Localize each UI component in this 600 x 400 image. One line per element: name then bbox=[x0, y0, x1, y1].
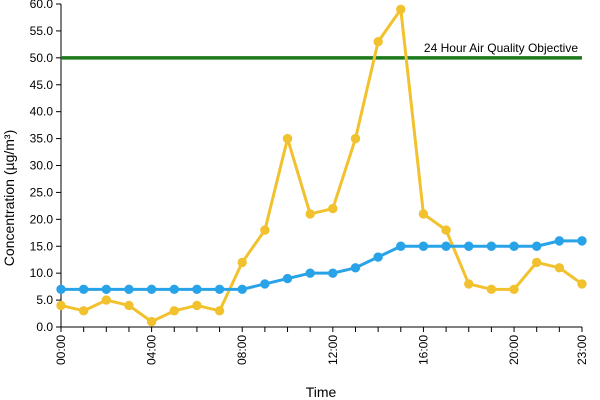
x-tick-label: 04:00 bbox=[145, 335, 159, 365]
y-tick-label: 30.0 bbox=[30, 159, 54, 173]
data-point bbox=[464, 241, 474, 251]
data-point bbox=[531, 241, 542, 251]
data-point bbox=[486, 284, 497, 295]
data-point bbox=[305, 209, 315, 219]
data-point bbox=[509, 284, 519, 295]
data-point bbox=[350, 263, 361, 273]
data-point bbox=[260, 225, 270, 235]
data-point bbox=[169, 306, 179, 316]
data-point bbox=[531, 257, 542, 268]
data-point bbox=[328, 268, 338, 278]
data-point bbox=[396, 241, 406, 251]
x-tick-label: 08:00 bbox=[235, 335, 249, 365]
data-point bbox=[328, 203, 338, 214]
data-point bbox=[192, 300, 202, 311]
data-point bbox=[214, 306, 225, 316]
x-tick-label: 12:00 bbox=[326, 335, 340, 365]
data-point bbox=[554, 263, 565, 273]
y-tick-label: 50.0 bbox=[30, 51, 54, 65]
y-tick-label: 5.0 bbox=[36, 293, 53, 307]
data-point bbox=[464, 279, 474, 289]
series-0 bbox=[56, 4, 587, 327]
data-point bbox=[56, 300, 66, 311]
data-point bbox=[214, 284, 225, 295]
series-1 bbox=[56, 236, 587, 295]
data-point bbox=[282, 273, 293, 284]
data-point bbox=[260, 279, 270, 289]
data-point bbox=[282, 133, 293, 144]
x-tick-label: 00:00 bbox=[54, 335, 68, 365]
data-point bbox=[146, 316, 157, 327]
y-tick-label: 45.0 bbox=[30, 78, 54, 92]
x-axis-title: Time bbox=[306, 384, 337, 400]
x-tick-label: 20:00 bbox=[507, 335, 521, 365]
data-point bbox=[305, 268, 315, 278]
data-point bbox=[396, 4, 406, 15]
data-point bbox=[124, 300, 134, 311]
data-point bbox=[124, 284, 134, 295]
data-point bbox=[101, 284, 112, 295]
x-tick-label: 16:00 bbox=[416, 335, 430, 365]
data-point bbox=[237, 257, 247, 268]
y-tick-label: 35.0 bbox=[30, 132, 54, 146]
y-tick-label: 25.0 bbox=[30, 185, 54, 199]
data-point bbox=[441, 225, 451, 235]
y-tick-label: 10.0 bbox=[30, 266, 54, 280]
y-tick-label: 15.0 bbox=[30, 239, 54, 253]
data-point bbox=[554, 236, 565, 246]
reference-line-label: 24 Hour Air Quality Objective bbox=[424, 41, 578, 55]
series-line bbox=[61, 239, 582, 291]
y-tick-label: 55.0 bbox=[30, 24, 54, 38]
data-point bbox=[418, 241, 429, 251]
x-tick-label: 23:00 bbox=[575, 335, 589, 365]
y-tick-label: 20.0 bbox=[30, 212, 54, 226]
reference-line-group: 24 Hour Air Quality Objective bbox=[61, 41, 582, 60]
data-point bbox=[486, 241, 497, 251]
data-point bbox=[577, 279, 587, 289]
data-point bbox=[56, 284, 66, 295]
y-tick-label: 60.0 bbox=[30, 0, 54, 11]
data-point bbox=[169, 284, 179, 295]
x-axis: 00:00 04:00 08:00 12:00 16:00 20:00 23:00 bbox=[54, 326, 589, 365]
y-tick-label: 40.0 bbox=[30, 105, 54, 119]
y-tick-label: 0.0 bbox=[36, 320, 53, 334]
data-point bbox=[192, 284, 202, 295]
data-point bbox=[78, 284, 89, 295]
data-point bbox=[509, 241, 519, 251]
data-point bbox=[350, 133, 361, 144]
data-point bbox=[78, 306, 89, 316]
y-axis: 0.0 5.0 10.0 15.0 20.0 25.0 30.0 35.0 40.0 45.0 50… bbox=[30, 0, 62, 334]
data-point bbox=[577, 236, 587, 246]
series-layer bbox=[56, 4, 587, 327]
data-point bbox=[101, 295, 112, 305]
y-axis-title: Concentration (µg/m³) bbox=[1, 130, 17, 266]
data-point bbox=[441, 241, 451, 251]
data-point bbox=[418, 209, 429, 219]
data-point bbox=[373, 36, 383, 47]
data-point bbox=[237, 284, 247, 295]
data-point bbox=[146, 284, 157, 295]
data-point bbox=[373, 252, 383, 262]
